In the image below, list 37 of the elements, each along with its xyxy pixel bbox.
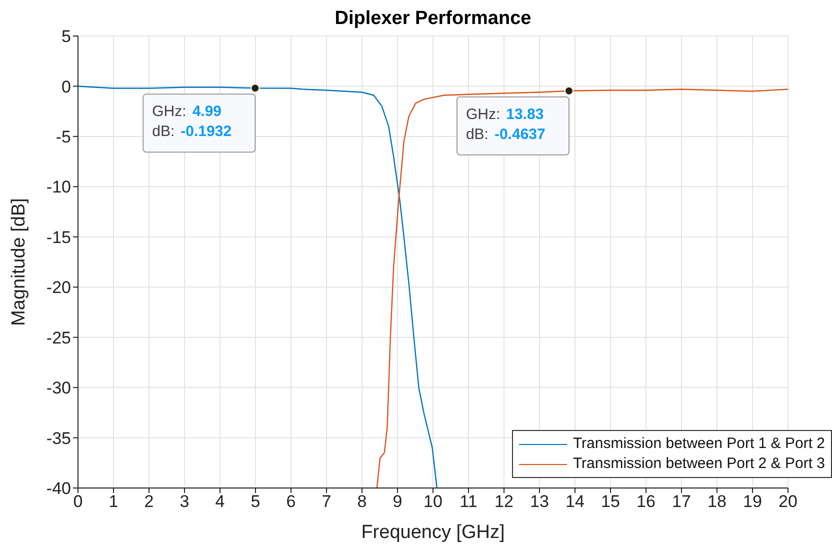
x-tick-label: 17 <box>672 492 691 512</box>
y-tick-label: -30 <box>46 378 71 398</box>
y-tick-label: -10 <box>46 178 71 197</box>
annotation: GHz: 13.83 dB: -0.4637 <box>466 106 546 143</box>
x-tick-label: 4 <box>215 492 225 512</box>
x-axis-title: Frequency [GHz] <box>361 522 505 543</box>
y-tick-label: 5 <box>62 27 71 46</box>
x-tick-label: 11 <box>460 492 478 512</box>
y-tick-label: -35 <box>46 428 71 448</box>
y-axis-title: Magnitude [dB] <box>8 198 30 326</box>
y-tick-label: -15 <box>46 228 71 247</box>
x-tick-label: 6 <box>286 492 296 512</box>
y-tick-label: 0 <box>62 77 71 96</box>
x-tick-label: 7 <box>322 492 332 512</box>
x-tick-label: 1 <box>108 492 118 512</box>
x-tick-label: 20 <box>778 492 798 512</box>
x-tick-label: 15 <box>601 492 620 512</box>
x-tick-label: 5 <box>250 492 260 512</box>
legend-label: Transmission between Port 2 & Port 3 <box>572 454 825 474</box>
x-tick-label: 13 <box>530 492 549 512</box>
x-tick-label: 3 <box>180 492 190 512</box>
x-tick-label: 14 <box>566 492 584 512</box>
annotation: GHz: 4.99 dB: -0.1932 <box>152 103 232 140</box>
x-tick-label: 18 <box>708 492 726 512</box>
x-tick-label: 9 <box>392 492 402 512</box>
y-tick-label: -20 <box>46 278 71 298</box>
x-tick-label: 19 <box>743 492 762 512</box>
y-tick-label: -40 <box>46 479 71 498</box>
x-tick-label: 2 <box>144 492 154 512</box>
x-tick-label: 10 <box>424 492 442 512</box>
x-tick-label: 12 <box>494 492 514 512</box>
y-tick-label: -25 <box>46 328 71 348</box>
chart-title: Diplexer Performance <box>334 8 532 30</box>
x-tick-label: 8 <box>357 492 367 512</box>
legend-label: Transmission between Port 1 & Port 2 <box>572 434 825 454</box>
y-tick-label: -5 <box>56 127 71 146</box>
x-tick-label: 16 <box>636 492 656 512</box>
